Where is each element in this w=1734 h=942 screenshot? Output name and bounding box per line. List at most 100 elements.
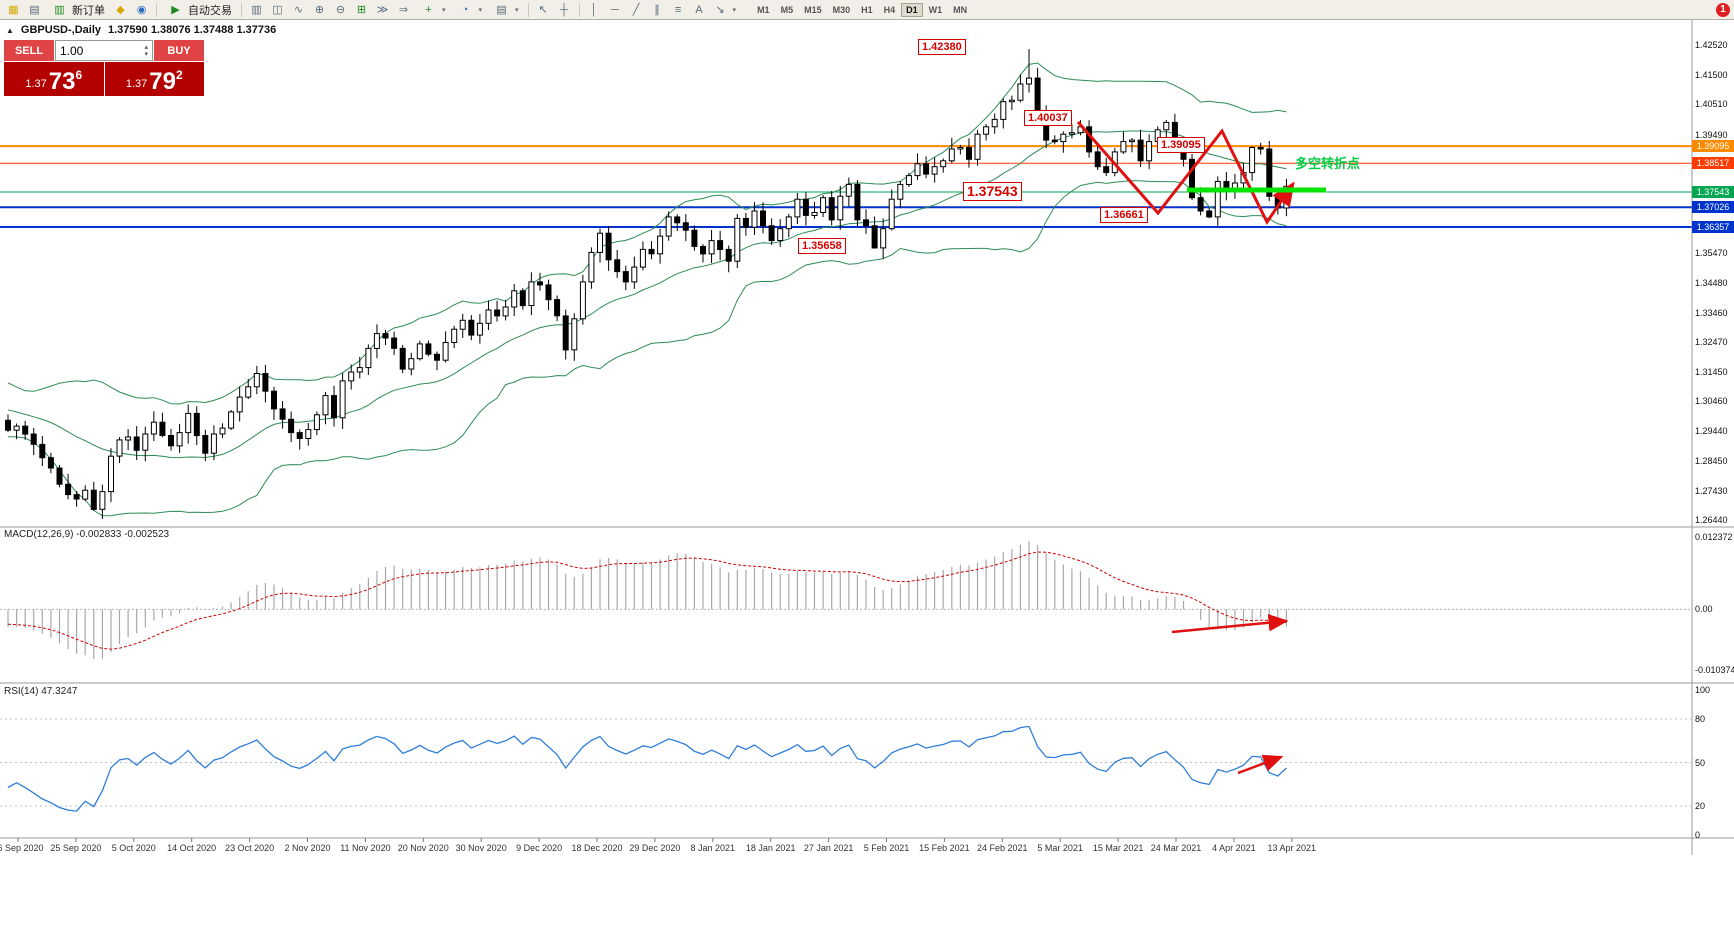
periods-button[interactable]: ◔ ▾ (452, 1, 487, 19)
auto-trading-button[interactable]: ▶ 自动交易 (162, 1, 236, 19)
candle-body (22, 425, 29, 435)
timeframe-w1-button[interactable]: W1 (928, 4, 943, 15)
trendline-icon[interactable]: ╱ (632, 4, 640, 16)
timeframe-m1-button[interactable]: M1 (757, 4, 770, 15)
horizontal-line-icon[interactable]: ─ (611, 3, 619, 16)
toolbar-separator (527, 2, 529, 17)
new-order-button[interactable]: ▥ 新订单 (46, 1, 109, 19)
price-axis-label: 1.42520 (1695, 40, 1728, 50)
zoom-in-icon[interactable]: ⊕ (314, 4, 325, 16)
sell-price-button[interactable]: 1.37 73 6 (4, 62, 104, 96)
candle-body (13, 425, 20, 431)
price-callout[interactable]: 1.37543 (963, 182, 1022, 201)
candle-body (236, 396, 243, 413)
candle-body (519, 290, 526, 307)
candle-body (331, 395, 337, 419)
candle-body (948, 148, 955, 162)
volume-spinner-icon[interactable]: ▴ ▾ (144, 43, 148, 58)
date-label: 29 Dec 2020 (629, 843, 681, 853)
candle-body (313, 414, 320, 431)
macd-scale-label: 0.00 (1695, 604, 1713, 615)
candle-body (854, 183, 861, 221)
chart-shift-icon[interactable]: ⇒ (398, 4, 409, 16)
candle-body (133, 436, 140, 451)
profiles-icon[interactable]: ▤ (29, 4, 40, 16)
price-axis-label: 1.35470 (1695, 248, 1728, 259)
candle-body (734, 217, 741, 262)
timeframe-m15-button[interactable]: M15 (804, 4, 822, 15)
arrows-tool-icon[interactable]: ↘ (715, 4, 725, 16)
candle-body (39, 443, 46, 459)
candle-body (794, 198, 801, 218)
auto-scroll-icon[interactable]: ≫ (376, 4, 389, 16)
candle-body (305, 429, 312, 440)
volume-input[interactable]: 1.00 ▴ ▾ (55, 40, 153, 61)
crosshair-icon[interactable]: ┼ (560, 3, 568, 16)
candle-body (768, 225, 775, 242)
candle-body (373, 333, 380, 349)
candlestick-chart-icon[interactable]: ◫ (272, 4, 283, 16)
candle-body (991, 118, 998, 128)
channel-icon[interactable]: ∥ (654, 4, 660, 16)
date-label: 15 Mar 2021 (1092, 843, 1144, 853)
sell-button[interactable]: SELL (4, 40, 54, 61)
text-tool-icon[interactable]: A (695, 3, 703, 16)
indicators-list-icon[interactable]: ⊞ (356, 4, 367, 16)
candle-body (245, 386, 252, 398)
candle-body (880, 228, 887, 249)
timeframe-m5-button[interactable]: M5 (780, 4, 794, 15)
collapse-panel-icon[interactable]: ▲ (6, 25, 14, 35)
timeframe-h4-button[interactable]: H4 (883, 4, 896, 15)
rsi-scale-label: 80 (1695, 714, 1706, 724)
candle-body (185, 412, 192, 434)
add-indicator-button[interactable]: + ▾ (415, 1, 450, 19)
metaeditor-icon[interactable]: ◆ (116, 4, 125, 16)
date-label: 5 Feb 2021 (863, 843, 910, 853)
candle-body (1008, 99, 1015, 103)
timeframe-h1-button[interactable]: H1 (861, 4, 873, 15)
symbol-period-label: GBPUSD-,Daily (20, 24, 101, 36)
candle-body (468, 319, 475, 336)
zigzag-annotation[interactable] (1076, 121, 1295, 225)
auto-trading-play-icon: ▶ (171, 4, 180, 16)
candle-body (142, 433, 149, 451)
macd-trend-arrow[interactable] (1171, 613, 1289, 634)
line-chart-icon[interactable]: ∿ (293, 4, 304, 16)
price-axis-badge: 1.38517 (1692, 157, 1734, 170)
candle-body (691, 229, 698, 247)
chevron-down-icon: ▾ (515, 6, 519, 14)
price-callout[interactable]: 1.35658 (798, 238, 846, 254)
candle-body (56, 467, 63, 485)
candle-body (339, 380, 346, 419)
fibonacci-icon[interactable]: ≡ (674, 3, 682, 16)
candle-body (777, 228, 784, 241)
bar-chart-icon[interactable]: ▥ (251, 4, 262, 16)
buy-button[interactable]: BUY (154, 40, 204, 61)
candle-body (682, 222, 689, 231)
candle-body (931, 166, 938, 175)
vertical-line-icon[interactable]: │ (590, 3, 598, 16)
price-callout[interactable]: 1.39095 (1157, 137, 1205, 153)
zoom-out-icon[interactable]: ⊖ (335, 4, 346, 16)
notification-badge[interactable]: 1 (1716, 2, 1730, 17)
price-callout[interactable]: 1.42380 (918, 39, 966, 55)
timeframe-mn-button[interactable]: MN (953, 4, 968, 15)
timeframe-d1-button[interactable]: D1 (901, 2, 923, 17)
rsi-scale-label: 50 (1695, 757, 1706, 768)
rsi-indicator-label: RSI(14) 47.3247 (4, 686, 78, 697)
price-axis-label: 1.40510 (1695, 99, 1728, 110)
buy-price-button[interactable]: 1.37 79 2 (104, 62, 204, 96)
cursor-icon[interactable]: ↖ (538, 4, 548, 16)
price-axis-label: 1.26440 (1695, 515, 1728, 525)
candle-body (905, 175, 912, 186)
timeframe-m30-button[interactable]: M30 (832, 4, 851, 15)
price-callout[interactable]: 1.36661 (1100, 207, 1148, 223)
rsi-trend-arrow[interactable] (1237, 754, 1284, 775)
toolbar-separator (578, 2, 580, 17)
new-chart-icon[interactable]: ▦ (8, 4, 19, 16)
price-callout[interactable]: 1.40037 (1024, 110, 1072, 126)
strategy-tester-icon[interactable]: ◉ (136, 4, 147, 16)
templates-button[interactable]: ▤ ▾ (488, 1, 523, 19)
candle-body (1060, 133, 1067, 143)
